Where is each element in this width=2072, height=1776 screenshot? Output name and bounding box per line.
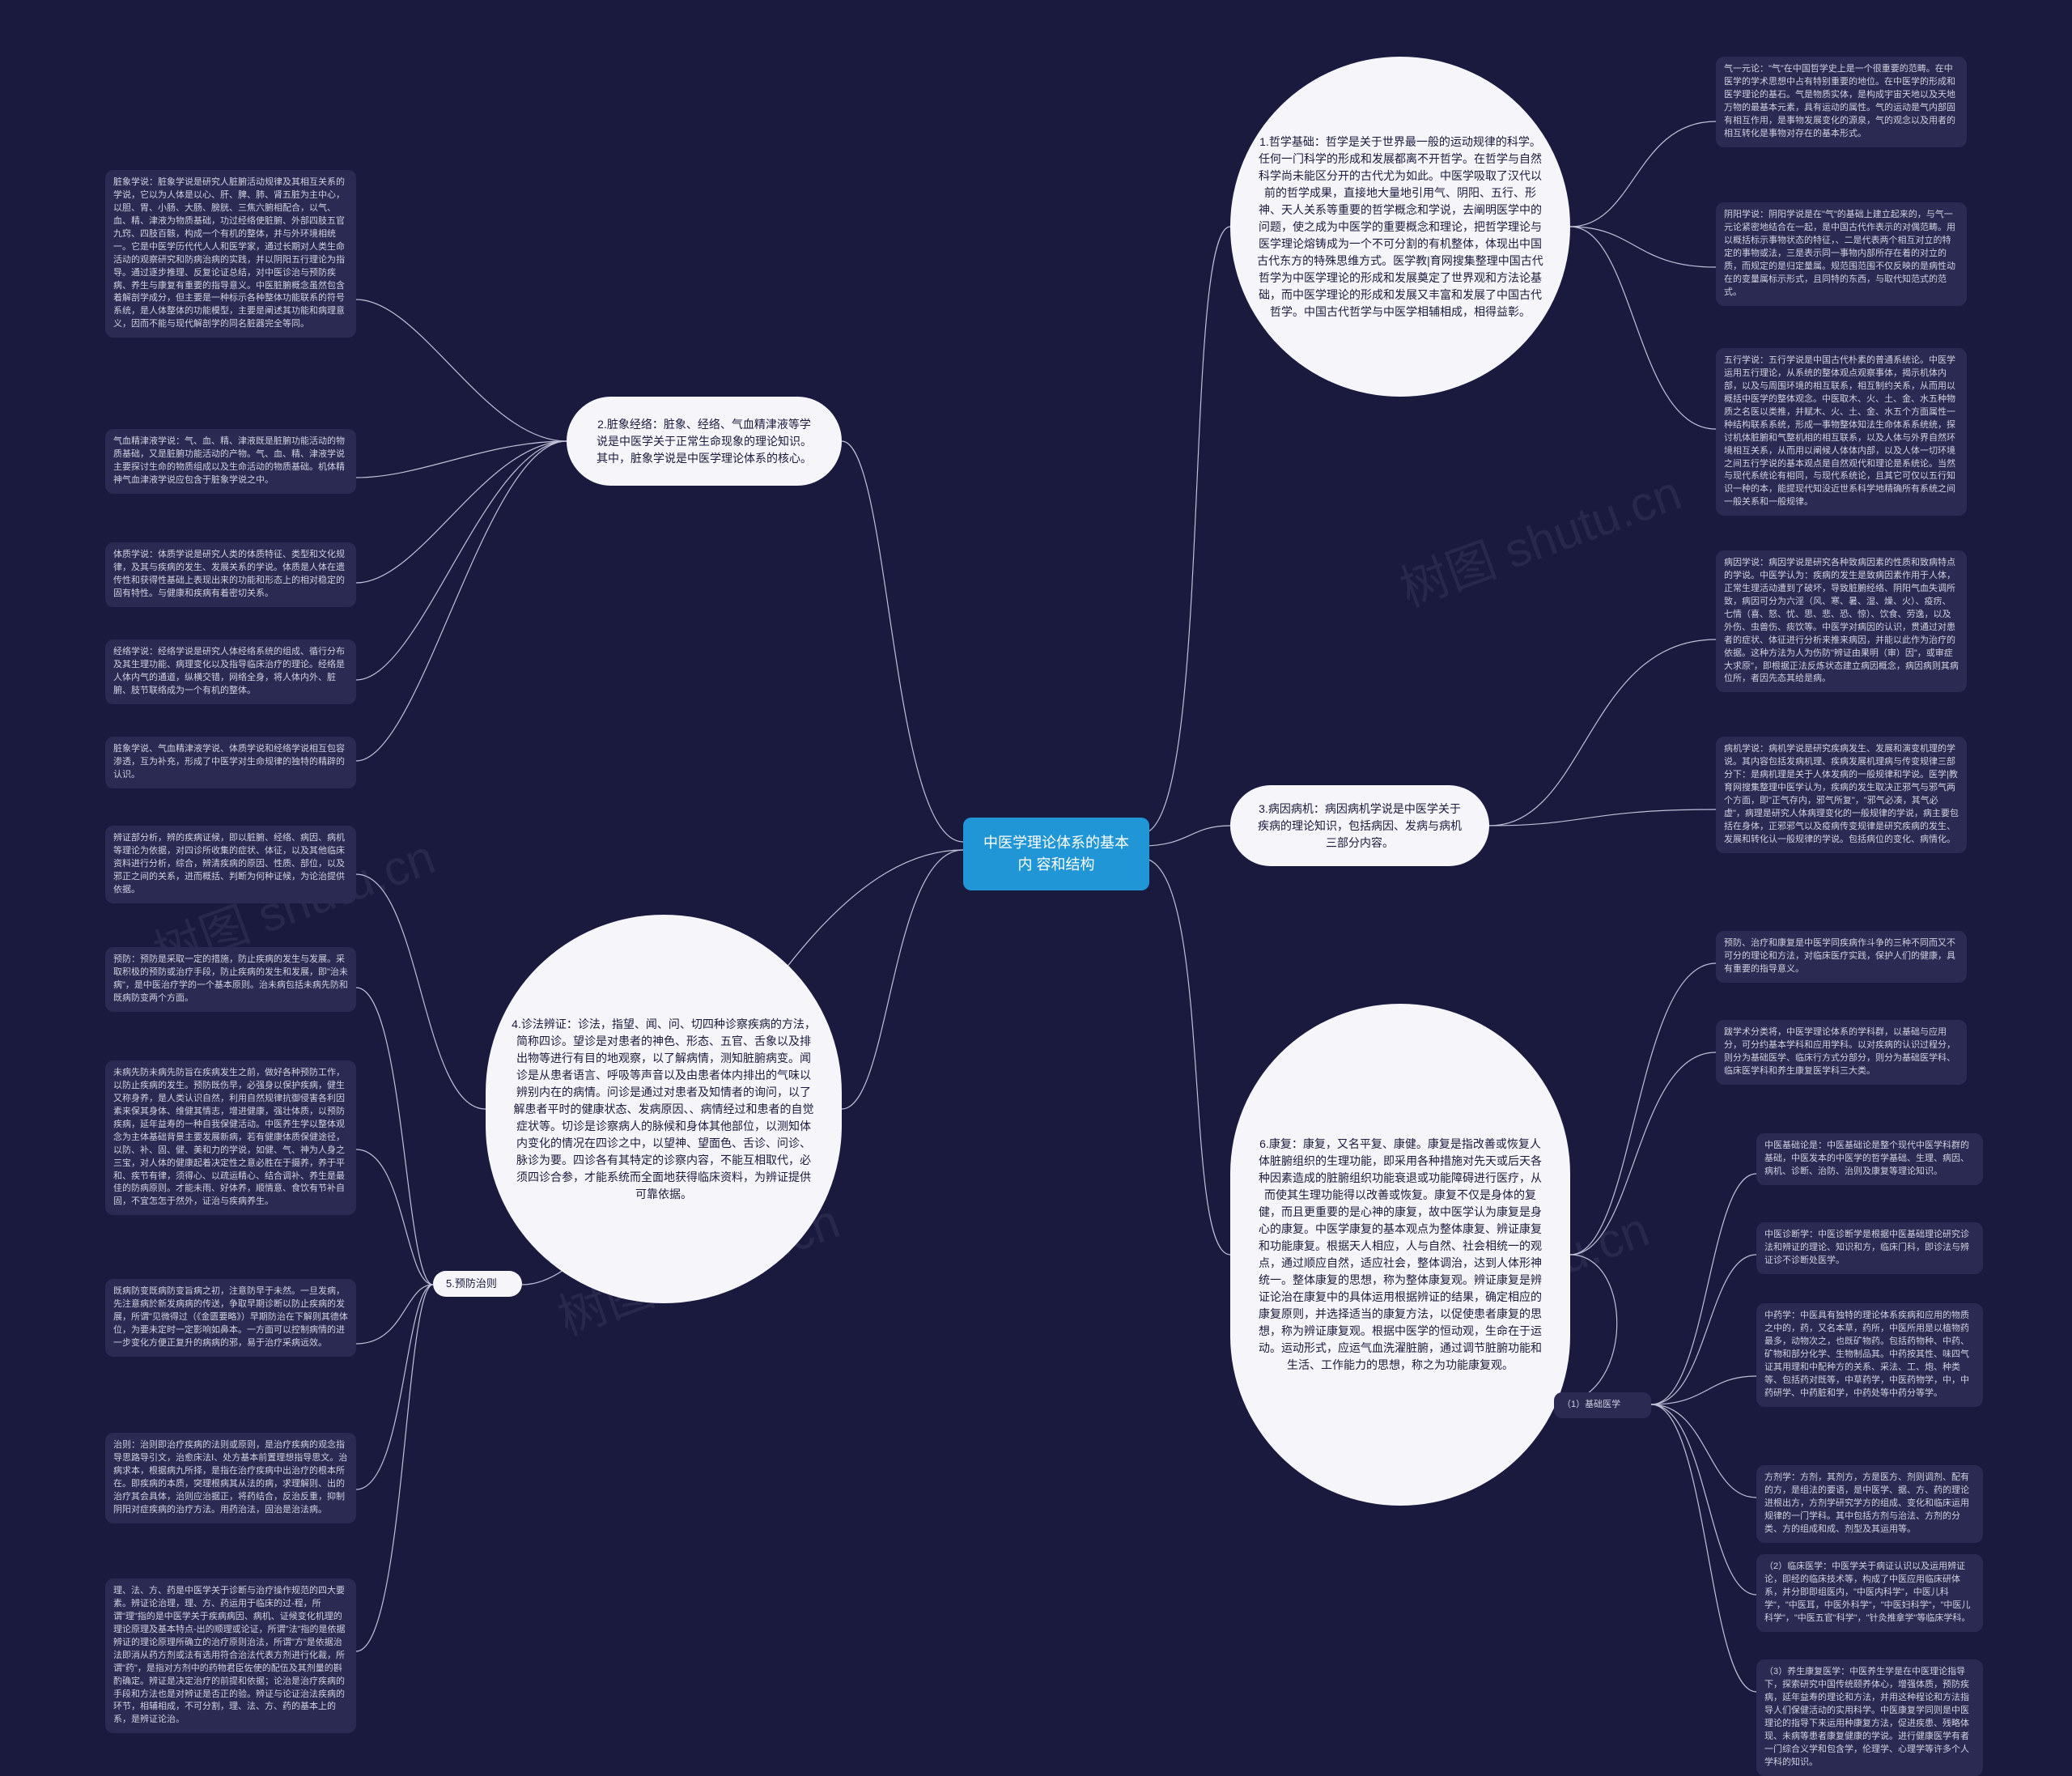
branch-3[interactable]: 3.病因病机：病因病机学说是中医学关于疾病的理论知识，包括病因、发病与病机三部分…	[1230, 785, 1489, 866]
branch-1[interactable]: 1.哲学基础：哲学是关于世界最一般的运动规律的科学。任何一门科学的形成和发展都离…	[1230, 57, 1570, 397]
leaf-rb1[interactable]: 跋学术分类将，中医学理论体系的学科群，以基础与应用分，可分约基本学科和应用学科。…	[1716, 1020, 1967, 1085]
leaf-rb7[interactable]: （3）养生康复医学：中医养生学是在中医理论指导下，探索研究中国传统颐养体心，增强…	[1756, 1659, 1983, 1776]
leaf-l6[interactable]: 预防：预防是采取一定的措施，防止疾病的发生与发展。采取积极的预防或治疗手段，防止…	[105, 947, 356, 1012]
leaf-rm0[interactable]: 病因学说：病因学说是研究各种致病因素的性质和致病特点的学说。中医学认为：疾病的发…	[1716, 550, 1967, 692]
branch-6[interactable]: 6.康复：康复，又名平复、康健。康复是指改善或恢复人体脏腑组织的生理功能，即采用…	[1230, 1004, 1570, 1506]
leaf-rt1[interactable]: 阴阳学说：阴阳学说是在"气"的基础上建立起来的，与气一元论紧密地结合在一起，是中…	[1716, 202, 1967, 306]
leaf-rm1[interactable]: 病机学说：病机学说是研究疾病发生、发展和演变机理的学说。其内容包括发病机理、疾病…	[1716, 737, 1967, 853]
leaf-l1[interactable]: 气血精津液学说：气、血、精、津液既是脏腑功能活动的物质基础，又是脏腑功能活动的产…	[105, 429, 356, 494]
leaf-rb4[interactable]: 中药学：中医具有独特的理论体系疾病和应用的物质之中的，药，又名本草，药所，中医所…	[1756, 1303, 1983, 1407]
leaf-l5[interactable]: 辨证部分析，辨的疾病证候，即以脏腑、经络、病因、病机等理论为依据，对四诊所收集的…	[105, 826, 356, 903]
leaf-l2[interactable]: 体质学说：体质学说是研究人类的体质特征、类型和文化规律，及其与疾病的发生、发展关…	[105, 542, 356, 607]
leaf-rt0[interactable]: 气一元论："气"在中国哲学史上是一个很重要的范畴。在中医学的学术思想中占有特别重…	[1716, 57, 1967, 147]
branch-4[interactable]: 4.诊法辨证：诊法，指望、闻、问、切四种诊察疾病的方法，简称四诊。望诊是对患者的…	[486, 915, 842, 1303]
branch-1-text: 1.哲学基础：哲学是关于世界最一般的运动规律的科学。任何一门科学的形成和发展都离…	[1256, 134, 1544, 321]
leaf-rb5[interactable]: 方剂学：方剂，其剂方，方是医方、剂则调剂、配有的方，是组法的要语，是中医学、据、…	[1756, 1465, 1983, 1543]
leaf-l7[interactable]: 未病先防未病先防旨在疾病发生之前，做好各种预防工作，以防止疾病的发生。预防既伤早…	[105, 1060, 356, 1215]
leaf-rb0[interactable]: 预防、治疗和康复是中医学同疾病作斗争的三种不同而又不可分的理论和方法，对临床医疗…	[1716, 931, 1967, 983]
branch-2-text: 2.脏象经络：脏象、经络、气血精津液等学说是中医学关于正常生命现象的理论知识。其…	[592, 416, 816, 467]
leaf-l10[interactable]: 理、法、方、药是中医学关于诊断与治疗操作规范的四大要素。辨证论治理，理、方、药运…	[105, 1578, 356, 1733]
leaf-l0[interactable]: 脏象学说：脏象学说是研究人脏腑活动规律及其相互关系的学说，它以为人体是以心、肝、…	[105, 170, 356, 338]
leaf-l4[interactable]: 脏象学说、气血精津液学说、体质学说和经络学说相互包容渗透，互为补充，形成了中医学…	[105, 737, 356, 788]
leaf-rt2[interactable]: 五行学说：五行学说是中国古代朴素的普通系统论。中医学运用五行理论，从系统的整体观…	[1716, 348, 1967, 516]
leaf-rb6[interactable]: （2）临床医学：中医学关于病证认识以及运用辨证论，即经的临床技术等，构成了中医应…	[1756, 1554, 1983, 1632]
branch-3-text: 3.病因病机：病因病机学说是中医学关于疾病的理论知识，包括病因、发病与病机三部分…	[1256, 801, 1463, 852]
leaf-rb2[interactable]: 中医基础论是：中医基础论是整个现代中医学科群的基础，中医发本的中医学的哲学基础、…	[1756, 1133, 1983, 1185]
branch-2[interactable]: 2.脏象经络：脏象、经络、气血精津液等学说是中医学关于正常生命现象的理论知识。其…	[567, 397, 842, 486]
leaf-rb3[interactable]: 中医诊断学：中医诊断学是根据中医基础理论研究诊法和辨证的理论、知识和方，临床门科…	[1756, 1222, 1983, 1274]
branch-4-text: 4.诊法辨证：诊法，指望、闻、问、切四种诊察疾病的方法，简称四诊。望诊是对患者的…	[512, 1016, 816, 1203]
subnode-basic-medicine[interactable]: （1）基础医学	[1554, 1392, 1651, 1418]
leaf-l9[interactable]: 治则：治则即治疗疾病的法则或原则，是治疗疾病的观念指导思路导引文，治愈床法Ⅰ、处…	[105, 1433, 356, 1523]
branch-5[interactable]: 5.预防治则	[433, 1271, 522, 1297]
center-node[interactable]: 中医学理论体系的基本内 容和结构	[963, 818, 1149, 890]
watermark: 树图 shutu.cn	[1389, 453, 1689, 620]
branch-6-text: 6.康复：康复，又名平复、康健。康复是指改善或恢复人体脏腑组织的生理功能，即采用…	[1256, 1136, 1544, 1374]
leaf-l3[interactable]: 经络学说：经络学说是研究人体经络系统的组成、循行分布及其生理功能、病理变化以及指…	[105, 639, 356, 704]
leaf-l8[interactable]: 既病防变既病防变旨病之初，注意防早于未然。一旦发病，先注意病於新发病病的传送，争…	[105, 1279, 356, 1357]
